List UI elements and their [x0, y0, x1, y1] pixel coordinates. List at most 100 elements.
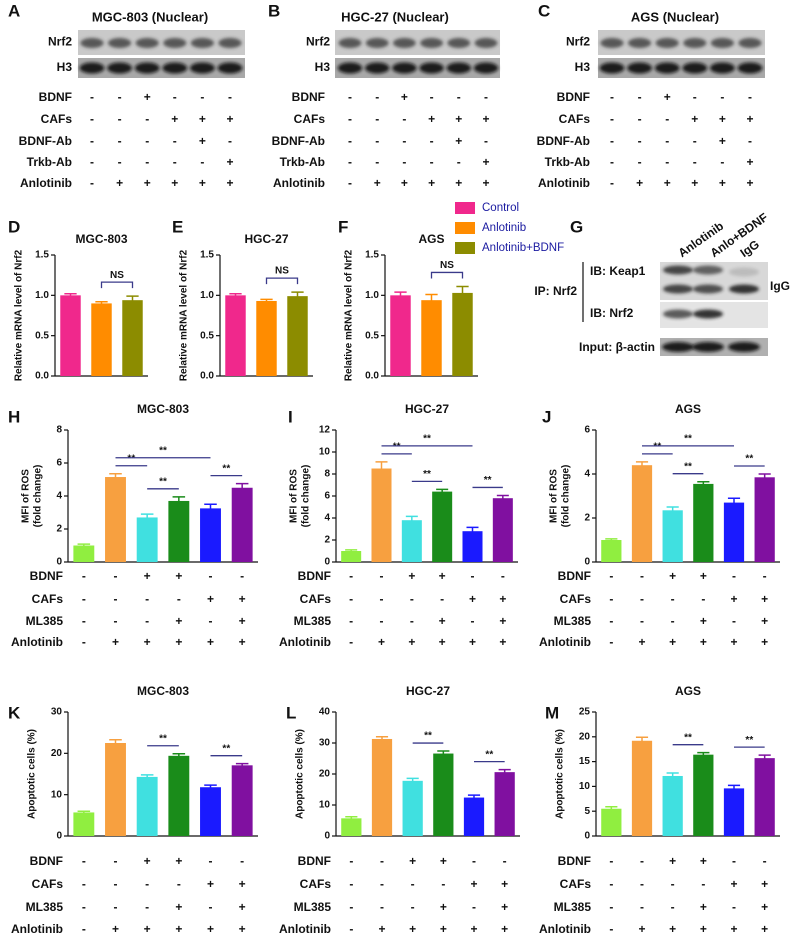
condition-sign: -: [471, 614, 475, 628]
condition-label: CAFs: [560, 592, 592, 606]
condition-label: BDNF: [557, 90, 590, 104]
bar: [601, 808, 622, 836]
bar: [91, 303, 112, 376]
band-label: Nrf2: [566, 35, 590, 49]
condition-sign: +: [401, 90, 408, 104]
condition-sign: +: [482, 155, 489, 169]
condition-sign: -: [609, 922, 613, 936]
condition-sign: -: [732, 900, 736, 914]
condition-sign: +: [408, 569, 415, 583]
condition-sign: -: [610, 112, 614, 126]
error-bar: [605, 805, 618, 811]
error-bar: [95, 301, 108, 306]
condition-sign: -: [638, 112, 642, 126]
condition-sign: +: [226, 155, 233, 169]
y-axis-label: (fold change): [301, 465, 312, 528]
y-tick-label: 2: [584, 513, 590, 524]
bar: [693, 754, 714, 836]
condition-sign: -: [375, 90, 379, 104]
condition-sign: +: [669, 569, 676, 583]
bar: [390, 295, 411, 376]
y-tick-label: 0: [56, 557, 62, 568]
condition-sign: -: [228, 90, 232, 104]
condition-sign: -: [348, 90, 352, 104]
condition-sign: +: [171, 112, 178, 126]
condition-sign: +: [719, 134, 726, 148]
condition-label: ML385: [294, 900, 332, 914]
error-bar: [758, 754, 771, 762]
condition-sign: -: [118, 155, 122, 169]
error-bar: [345, 549, 358, 553]
condition-sign: +: [700, 569, 707, 583]
condition-sign: -: [671, 592, 675, 606]
y-tick-label: 20: [579, 731, 591, 742]
error-bar: [291, 291, 304, 301]
condition-label: BDNF-Ab: [19, 134, 72, 148]
condition-label: BDNF-Ab: [272, 134, 325, 148]
significance-label: **: [393, 442, 401, 453]
error-bar: [126, 295, 139, 305]
band-label: H3: [315, 60, 331, 74]
error-bar: [697, 751, 710, 757]
error-bar: [109, 738, 122, 747]
y-axis-label: Relative mRNA level of Nrf2: [344, 249, 355, 381]
y-tick-label: 4: [584, 469, 590, 480]
error-bar: [235, 762, 249, 767]
blot-band: [693, 284, 723, 294]
error-bar: [229, 292, 242, 297]
y-axis-label: Relative mRNA level of Nrf2: [14, 249, 25, 381]
condition-sign: -: [114, 854, 118, 868]
y-tick-label: 6: [324, 491, 330, 502]
condition-label: BDNF: [30, 569, 63, 583]
condition-sign: +: [664, 90, 671, 104]
y-tick-label: 2: [56, 524, 62, 535]
condition-label: CAFs: [560, 877, 592, 891]
condition-sign: -: [349, 854, 353, 868]
condition-label: Anlotinib: [539, 922, 591, 936]
condition-sign: -: [609, 854, 613, 868]
condition-sign: -: [410, 592, 414, 606]
condition-sign: -: [638, 90, 642, 104]
y-axis-label: Apoptotic cells (%): [295, 729, 306, 819]
condition-sign: +: [482, 112, 489, 126]
condition-sign: +: [144, 569, 151, 583]
y-tick-label: 0.0: [365, 371, 379, 382]
significance-label: **: [745, 735, 753, 746]
chart-title: HGC-27: [405, 402, 449, 416]
bar: [421, 300, 442, 376]
condition-label: CAFs: [41, 112, 73, 126]
condition-sign: -: [90, 155, 94, 169]
blot-band: [628, 38, 652, 48]
condition-label: BDNF: [30, 854, 63, 868]
condition-sign: -: [209, 614, 213, 628]
bar: [662, 510, 683, 562]
condition-sign: +: [700, 635, 707, 649]
condition-sign: -: [348, 155, 352, 169]
condition-label: Anlotinib: [539, 635, 591, 649]
condition-sign: -: [173, 134, 177, 148]
condition-sign: +: [636, 176, 643, 190]
blot-band: [663, 265, 693, 275]
condition-sign: -: [609, 569, 613, 583]
error-bar: [140, 513, 154, 521]
condition-sign: -: [145, 155, 149, 169]
condition-sign: -: [693, 134, 697, 148]
condition-sign: +: [470, 877, 477, 891]
condition-sign: +: [761, 922, 768, 936]
blot-band: [338, 38, 362, 48]
condition-sign: -: [501, 569, 505, 583]
blot-title: HGC-27 (Nuclear): [341, 9, 449, 24]
significance-label: **: [222, 463, 230, 474]
condition-sign: +: [144, 854, 151, 868]
blot-band: [446, 62, 472, 74]
condition-sign: +: [199, 134, 206, 148]
panel-letter: L: [286, 703, 296, 722]
condition-sign: +: [455, 134, 462, 148]
y-tick-label: 40: [319, 707, 331, 718]
condition-sign: +: [144, 635, 151, 649]
error-bar: [635, 736, 649, 745]
condition-sign: -: [90, 112, 94, 126]
y-tick-label: 0.5: [200, 330, 214, 341]
y-tick-label: 20: [51, 748, 63, 759]
bar: [60, 295, 81, 376]
